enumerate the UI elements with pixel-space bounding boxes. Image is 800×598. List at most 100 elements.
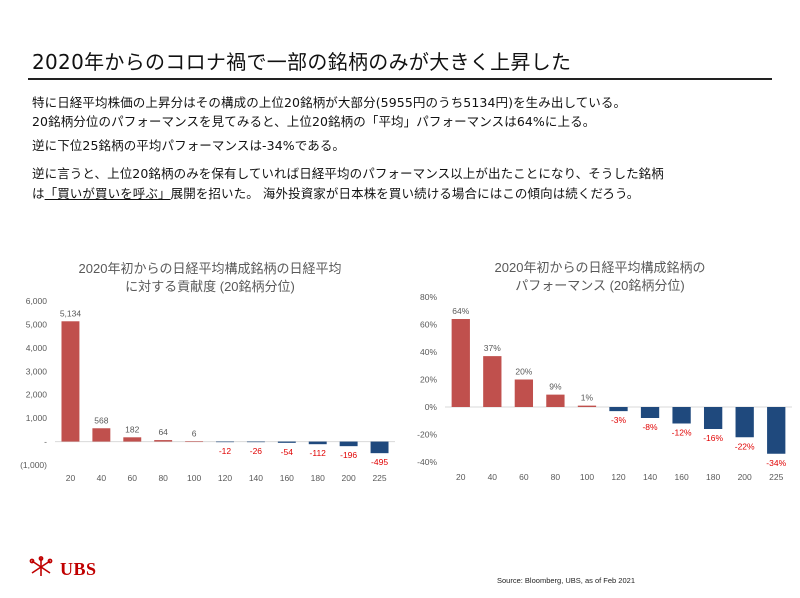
data-label: -12 — [219, 446, 232, 456]
x-tick-label: 120 — [611, 472, 625, 482]
chart-title-line: 2020年初からの日経平均構成銘柄の — [495, 260, 706, 275]
data-label: -54 — [281, 447, 294, 457]
y-tick-label: 0% — [425, 402, 438, 412]
data-label: 5,134 — [60, 308, 82, 318]
x-tick-label: 180 — [706, 472, 720, 482]
bar-100 — [577, 405, 597, 407]
bar-160 — [277, 441, 296, 443]
x-tick-label: 80 — [158, 473, 168, 483]
bar-200 — [339, 441, 358, 447]
bar-160 — [672, 407, 691, 424]
data-label: 1% — [581, 393, 594, 403]
bar-225 — [370, 441, 389, 454]
y-tick-label: 5,000 — [26, 319, 48, 329]
data-label: 37% — [484, 343, 501, 353]
bar-40 — [92, 428, 111, 442]
x-tick-label: 200 — [342, 473, 356, 483]
data-label: -196 — [340, 450, 357, 460]
x-tick-label: 140 — [249, 473, 263, 483]
bar-100 — [185, 441, 204, 443]
data-label: -26 — [250, 446, 263, 456]
body-line-3: 逆に下位25銘柄の平均パフォーマンスは-34%である。 — [32, 138, 346, 153]
x-tick-label: 20 — [456, 472, 466, 482]
underlined-phrase: 「買いが買いを呼ぶ」 — [44, 186, 171, 201]
ubs-keys-icon — [28, 556, 54, 582]
x-tick-label: 225 — [372, 473, 386, 483]
x-tick-label: 100 — [187, 473, 201, 483]
bar-120 — [216, 441, 234, 443]
data-label: -22% — [735, 441, 755, 451]
bar-180 — [308, 441, 327, 445]
y-tick-label: -40% — [417, 457, 437, 467]
x-tick-label: 160 — [674, 472, 688, 482]
x-tick-label: 40 — [488, 472, 498, 482]
bar-60 — [514, 379, 534, 407]
y-tick-label: 2,000 — [26, 390, 48, 400]
x-tick-label: 120 — [218, 473, 232, 483]
data-label: -12% — [672, 428, 692, 438]
x-tick-label: 60 — [128, 473, 138, 483]
bar-200 — [735, 407, 754, 438]
bar-40 — [483, 356, 502, 407]
bar-140 — [246, 441, 265, 443]
title-divider — [28, 78, 772, 80]
data-label: 64 — [158, 427, 168, 437]
bar-80 — [546, 394, 565, 407]
ubs-logo-text: UBS — [60, 558, 97, 579]
x-tick-label: 225 — [769, 472, 783, 482]
bar-20 — [451, 319, 470, 407]
y-tick-label: 40% — [420, 347, 437, 357]
data-label: -34% — [766, 458, 786, 468]
y-tick-label: 20% — [420, 375, 437, 385]
bar-140 — [640, 407, 660, 418]
chart-title-line: に対する貢献度 (20銘柄分位) — [125, 279, 295, 294]
y-tick-label: 1,000 — [26, 413, 48, 423]
data-label: -495 — [371, 457, 388, 467]
bar-225 — [767, 407, 786, 454]
data-label: -8% — [642, 422, 658, 432]
body-line-5-a: は — [32, 186, 45, 201]
y-tick-label: 6,000 — [26, 296, 48, 306]
bar-120 — [609, 407, 628, 412]
chart-title-line: パフォーマンス (20銘柄分位) — [515, 278, 684, 293]
x-tick-label: 140 — [643, 472, 657, 482]
body-line-5-b: 展開を招いた。 海外投資家が日本株を買い続ける場合にはこの傾向は続くだろう。 — [170, 186, 640, 201]
y-tick-label: 4,000 — [26, 343, 48, 353]
data-label: 568 — [94, 415, 108, 425]
bar-180 — [703, 407, 723, 429]
bar-80 — [154, 440, 173, 442]
body-line-2: 20銘柄分位のパフォーマンスを見てみると、上位20銘柄の「平均」パフォーマンスは… — [32, 114, 596, 129]
data-label: 20% — [515, 367, 532, 377]
slide-title: 2020年からのコロナ禍で一部の銘柄のみが大きく上昇した — [32, 50, 572, 74]
x-tick-label: 80 — [551, 472, 561, 482]
y-tick-label: - — [44, 437, 47, 447]
data-label: 9% — [549, 382, 562, 392]
body-line-5: は「買いが買いを呼ぶ」展開を招いた。 海外投資家が日本株を買い続ける場合にはこの… — [32, 183, 639, 202]
x-tick-label: 160 — [280, 473, 294, 483]
x-tick-label: 40 — [97, 473, 107, 483]
chart-title-line: 2020年初からの日経平均構成銘柄の日経平均 — [79, 261, 342, 276]
data-label: -16% — [703, 433, 723, 443]
x-tick-label: 100 — [580, 472, 594, 482]
data-label: -3% — [611, 415, 627, 425]
x-tick-label: 200 — [738, 472, 752, 482]
body-line-4: 逆に言うと、上位20銘柄のみを保有していれば日経平均のパフォーマンス以上が出たこ… — [32, 166, 664, 181]
x-tick-label: 60 — [519, 472, 529, 482]
y-tick-label: 60% — [420, 320, 437, 330]
data-label: 64% — [452, 306, 469, 316]
ubs-logo: UBS — [28, 556, 97, 582]
y-tick-label: 3,000 — [26, 366, 48, 376]
data-label: -112 — [310, 448, 327, 458]
x-tick-label: 180 — [311, 473, 325, 483]
y-tick-label: (1,000) — [20, 460, 47, 470]
data-label: 6 — [192, 428, 197, 438]
source-note: Source: Bloomberg, UBS, as of Feb 2021 — [497, 576, 635, 585]
body-line-1: 特に日経平均株価の上昇分はその構成の上位20銘柄が大部分(5955円のうち513… — [32, 95, 627, 110]
x-tick-label: 20 — [66, 473, 76, 483]
y-tick-label: 80% — [420, 292, 437, 302]
bar-60 — [123, 437, 142, 442]
bar-20 — [61, 321, 80, 442]
data-label: 182 — [125, 424, 139, 434]
